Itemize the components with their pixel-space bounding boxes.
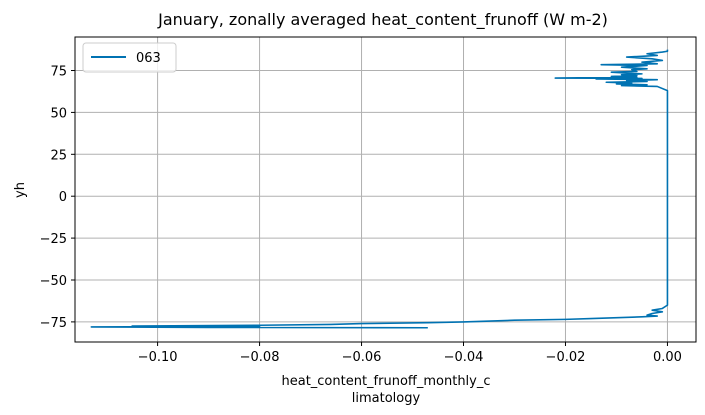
y-tick-label: 0 [59, 190, 67, 205]
x-axis-ticks: −0.10 −0.08 −0.06 −0.04 −0.02 0.00 [138, 342, 682, 365]
plot-series [90, 49, 669, 329]
y-tick-label: −50 [40, 274, 67, 289]
x-tick-label: −0.02 [546, 350, 586, 365]
grid [75, 37, 696, 342]
y-tick-label: 75 [50, 65, 67, 80]
x-tick-label: 0.00 [653, 350, 682, 365]
x-tick-label: −0.08 [240, 350, 280, 365]
x-axis-label-line1: heat_content_frunoff_monthly_c [281, 374, 490, 389]
x-tick-label: −0.06 [342, 350, 382, 365]
plot-frame [74, 36, 697, 343]
legend-label: 063 [136, 51, 161, 66]
series-line-063 [90, 49, 669, 329]
x-axis-label-line2: limatology [352, 391, 421, 406]
y-tick-label: 25 [50, 148, 67, 163]
y-tick-label: 50 [50, 106, 67, 121]
x-tick-label: −0.04 [444, 350, 484, 365]
legend-box [82, 42, 177, 73]
y-axis-label: yh [13, 182, 28, 198]
x-tick-label: −0.10 [138, 350, 178, 365]
chart-title: January, zonally averaged heat_content_f… [157, 10, 608, 30]
y-tick-label: −75 [40, 316, 67, 331]
y-axis-ticks: −75 −50 −25 0 25 50 75 [40, 65, 75, 331]
y-tick-label: −25 [40, 232, 67, 247]
legend: 063 [82, 42, 177, 73]
